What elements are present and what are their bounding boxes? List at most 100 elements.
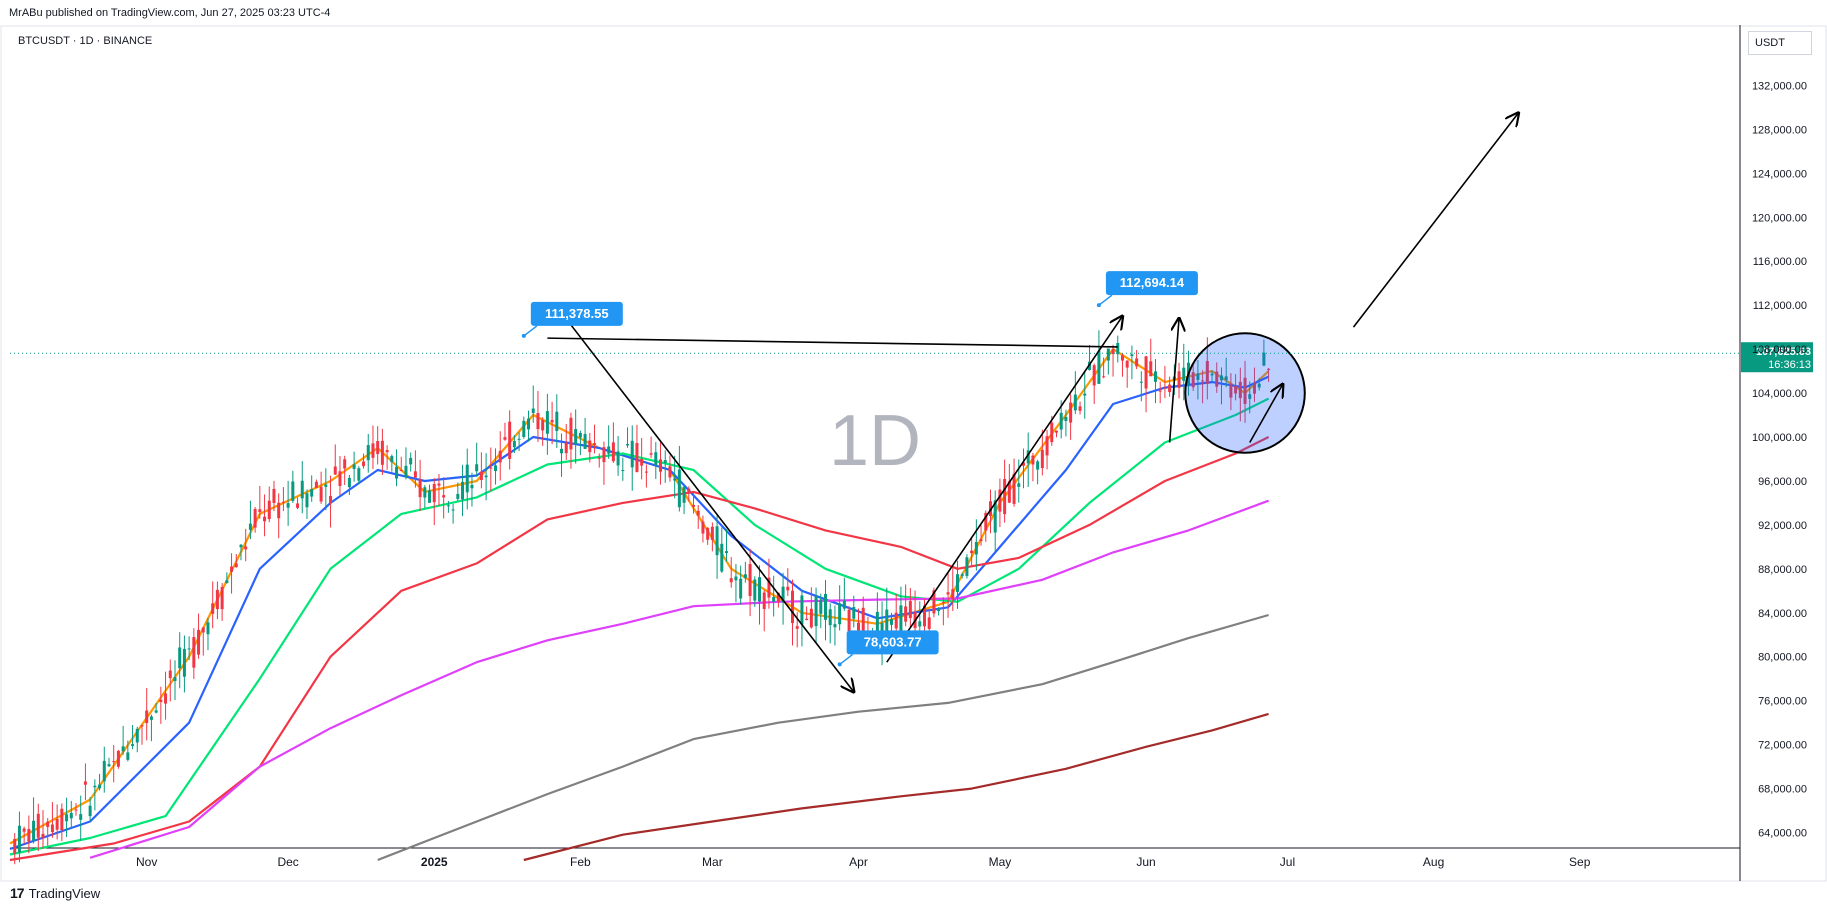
- candle-body: [1191, 372, 1195, 388]
- candle-body: [1238, 381, 1242, 399]
- candle-body: [706, 527, 710, 540]
- candle-body: [635, 443, 639, 472]
- price-callouts: 111,378.55 112,694.14 78,603.77 107,625.631…: [521, 271, 1813, 667]
- candle-body: [60, 808, 64, 831]
- candle-body: [46, 821, 50, 827]
- candlesticks: [13, 330, 1271, 865]
- price-callout: 111,378.55: [521, 301, 623, 338]
- candle-body: [814, 596, 818, 627]
- candle-body: [343, 459, 347, 469]
- tradingview-logo-icon: 17: [10, 885, 25, 901]
- candle-body: [654, 452, 658, 466]
- candle-body: [729, 578, 733, 583]
- candle-body: [230, 566, 234, 572]
- candle-body: [564, 443, 568, 454]
- candle-body: [960, 574, 964, 576]
- time-tick-label: Sep: [1569, 855, 1591, 869]
- price-tick-label: 104,000.00: [1752, 388, 1807, 400]
- candle-body: [663, 460, 667, 463]
- candle-body: [550, 419, 554, 423]
- candle-body: [347, 477, 351, 488]
- price-tick-label: 96,000.00: [1758, 476, 1807, 488]
- candle-body: [725, 551, 729, 554]
- candle-body: [1158, 390, 1162, 392]
- candle-body: [479, 471, 483, 481]
- candle-body: [574, 429, 578, 445]
- chart-border: [0, 25, 1827, 882]
- candle-body: [1097, 350, 1101, 384]
- candle-body: [847, 609, 851, 632]
- price-callout: 112,694.14: [1096, 271, 1198, 308]
- candle-body: [974, 541, 978, 555]
- price-tick-label: 124,000.00: [1752, 168, 1807, 180]
- footer-brand[interactable]: 17 TradingView: [10, 885, 100, 901]
- candle-body: [418, 479, 422, 498]
- price-tick-label: 108,000.00: [1752, 344, 1807, 356]
- candle-body: [305, 493, 309, 508]
- candle-body: [475, 464, 479, 472]
- candle-body: [50, 824, 54, 833]
- candle-body: [616, 451, 620, 466]
- candle-body: [178, 647, 182, 669]
- trend-drawings: [10, 113, 1740, 692]
- candle-body: [465, 464, 469, 493]
- candle-body: [762, 592, 766, 610]
- candle-body: [1083, 393, 1087, 396]
- candle-body: [1224, 376, 1228, 380]
- candle-body: [772, 597, 776, 602]
- candle-body: [828, 609, 832, 626]
- candle-body: [970, 550, 974, 554]
- candle-body: [786, 586, 790, 591]
- candle-body: [1040, 449, 1044, 468]
- footer-brand-label: TradingView: [28, 885, 101, 901]
- candle-body: [1007, 481, 1011, 503]
- candle-body: [701, 521, 705, 534]
- candle-body: [164, 693, 168, 704]
- candle-body: [248, 523, 252, 530]
- candle-body: [1201, 380, 1205, 382]
- candle-body: [27, 829, 31, 842]
- candle-body: [140, 725, 144, 727]
- candle-body: [922, 605, 926, 627]
- candle-body: [753, 579, 757, 601]
- candle-body: [611, 442, 615, 462]
- currency-selector[interactable]: USDT: [1748, 31, 1812, 55]
- candle-body: [1153, 371, 1157, 382]
- candle-body: [1045, 436, 1049, 456]
- candle-body: [1196, 373, 1200, 380]
- moving-average-line: [9, 348, 1270, 845]
- candle-body: [357, 468, 361, 481]
- candle-body: [324, 484, 328, 487]
- trend-arrow: [1168, 318, 1179, 443]
- candle-body: [951, 589, 955, 600]
- moving-average-line: [9, 397, 1270, 856]
- price-callout: 78,603.77: [837, 630, 939, 667]
- candle-body: [498, 450, 502, 463]
- candle-body: [83, 781, 87, 785]
- time-tick-label: Dec: [277, 855, 298, 869]
- price-tick-label: 72,000.00: [1758, 740, 1807, 752]
- candle-body: [135, 728, 139, 743]
- candle-body: [984, 512, 988, 531]
- candle-body: [668, 466, 672, 478]
- candle-body: [588, 440, 592, 453]
- candle-body: [621, 470, 625, 472]
- callout-box: [1105, 271, 1198, 296]
- price-tick-label: 92,000.00: [1758, 520, 1807, 532]
- price-tick-label: 76,000.00: [1758, 696, 1807, 708]
- candle-body: [1177, 371, 1181, 388]
- callout-pointer: [839, 653, 854, 666]
- candle-body: [168, 670, 172, 679]
- candle-body: [55, 819, 59, 830]
- candle-body: [409, 457, 413, 465]
- price-tick-label: 128,000.00: [1752, 124, 1807, 136]
- time-tick-label: Jun: [1136, 855, 1155, 869]
- candle-body: [1073, 394, 1077, 411]
- candle-body: [937, 608, 941, 612]
- time-tick-label: Apr: [849, 855, 868, 869]
- candle-body: [1144, 356, 1148, 389]
- candle-body: [833, 624, 837, 628]
- candle-body: [98, 784, 102, 789]
